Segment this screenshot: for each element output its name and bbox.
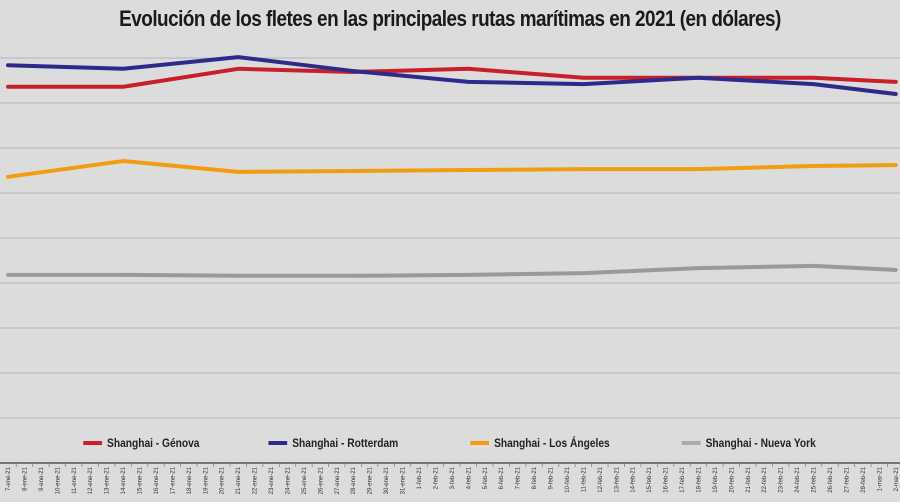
x-tick-label: 28-feb-21 (861, 466, 867, 492)
x-tick-label: 10-ene-21 (55, 466, 61, 494)
x-tick-label: 9-ene-21 (39, 466, 45, 491)
x-tick-label: 9-feb-21 (549, 466, 555, 489)
x-tick-label: 8-ene-21 (22, 466, 28, 491)
x-tick-label: 14-ene-21 (121, 466, 127, 494)
x-tick-label: 7-feb-21 (516, 466, 522, 489)
legend-item-rotterdam: Shanghai - Rotterdam (268, 436, 399, 450)
x-tick-label: 1-mar-21 (877, 466, 883, 491)
x-tick-label: 20-feb-21 (729, 466, 735, 492)
legend: Shanghai - Génova Shanghai - Rotterdam S… (0, 436, 900, 450)
x-tick-label: 25-feb-21 (812, 466, 818, 492)
x-tick-label: 19-feb-21 (713, 466, 719, 492)
series-line (6, 263, 898, 278)
x-tick-label: 14-feb-21 (631, 466, 637, 492)
x-tick-label: 8-feb-21 (532, 466, 538, 489)
x-tick-label: 25-ene-21 (302, 466, 308, 494)
x-tick-label: 22-feb-21 (762, 466, 768, 492)
x-tick-label: 26-ene-21 (318, 466, 324, 494)
x-tick-label: 11-feb-21 (581, 466, 587, 492)
x-tick-label: 28-ene-21 (351, 466, 357, 494)
x-tick-label: 11-ene-21 (72, 466, 78, 494)
x-tick-label: 3-feb-21 (450, 466, 456, 489)
x-tick-label: 18-ene-21 (187, 466, 193, 494)
x-tick-label: 12-feb-21 (598, 466, 604, 492)
legend-item-nueva-york: Shanghai - Nueva York (681, 436, 816, 450)
x-tick-label: 4-feb-21 (466, 466, 472, 489)
x-tick-label: 31-ene-21 (401, 466, 407, 494)
x-tick-label: 16-ene-21 (154, 466, 160, 494)
x-tick-label: 5-feb-21 (483, 466, 489, 489)
x-tick-label: 27-ene-21 (335, 466, 341, 494)
x-tick-label: 30-ene-21 (384, 466, 390, 494)
series-line (6, 159, 898, 179)
series-line (6, 66, 898, 89)
x-tick-label: 23-ene-21 (269, 466, 275, 494)
legend-swatch (681, 441, 701, 445)
x-tick-label: 7-ene-21 (6, 466, 12, 491)
x-tick-label: 26-feb-21 (828, 466, 834, 492)
x-tick-label: 22-ene-21 (253, 466, 259, 494)
x-tick-label: 17-ene-21 (170, 466, 176, 494)
x-tick-label: 16-feb-21 (664, 466, 670, 492)
legend-swatch (470, 441, 489, 445)
x-tick-label: 15-feb-21 (647, 466, 653, 492)
x-tick-label: 23-feb-21 (779, 466, 785, 492)
x-tick-label: 24-ene-21 (285, 466, 291, 494)
x-tick-label: 27-feb-21 (844, 466, 850, 492)
legend-label: Shanghai - Génova (106, 436, 199, 450)
x-tick-label: 2-feb-21 (433, 466, 439, 489)
x-tick-label: 24-feb-21 (795, 466, 801, 492)
x-tick-label: 15-ene-21 (138, 466, 144, 494)
legend-label: Shanghai - Nueva York (705, 436, 816, 450)
x-tick-label: 12-ene-21 (88, 466, 94, 494)
legend-item-los-angeles: Shanghai - Los Ángeles (470, 436, 610, 450)
x-tick-label: 13-feb-21 (614, 466, 620, 492)
legend-item-genova: Shanghai - Génova (82, 436, 199, 450)
x-tick-label: 19-ene-21 (203, 466, 209, 494)
x-tick-label: 21-ene-21 (236, 466, 242, 494)
legend-label: Shanghai - Los Ángeles (493, 436, 610, 450)
x-tick-label: 20-ene-21 (220, 466, 226, 494)
x-tick-label: 2-mar-21 (894, 466, 900, 491)
series-line (6, 55, 898, 96)
legend-swatch (82, 441, 102, 445)
x-tick-label: 6-feb-21 (499, 466, 505, 489)
legend-label: Shanghai - Rotterdam (292, 436, 399, 450)
x-tick-label: 18-feb-21 (696, 466, 702, 492)
x-tick-label: 10-feb-21 (565, 466, 571, 492)
x-tick-label: 13-ene-21 (105, 466, 111, 494)
chart-title: Evolución de los fletes en las principal… (119, 6, 781, 31)
x-tick-label: 17-feb-21 (680, 466, 686, 492)
x-tick-label: 21-feb-21 (746, 466, 752, 492)
x-tick-label: 1-feb-21 (417, 466, 423, 489)
x-tick-label: 29-ene-21 (368, 466, 374, 494)
legend-swatch (268, 441, 288, 445)
